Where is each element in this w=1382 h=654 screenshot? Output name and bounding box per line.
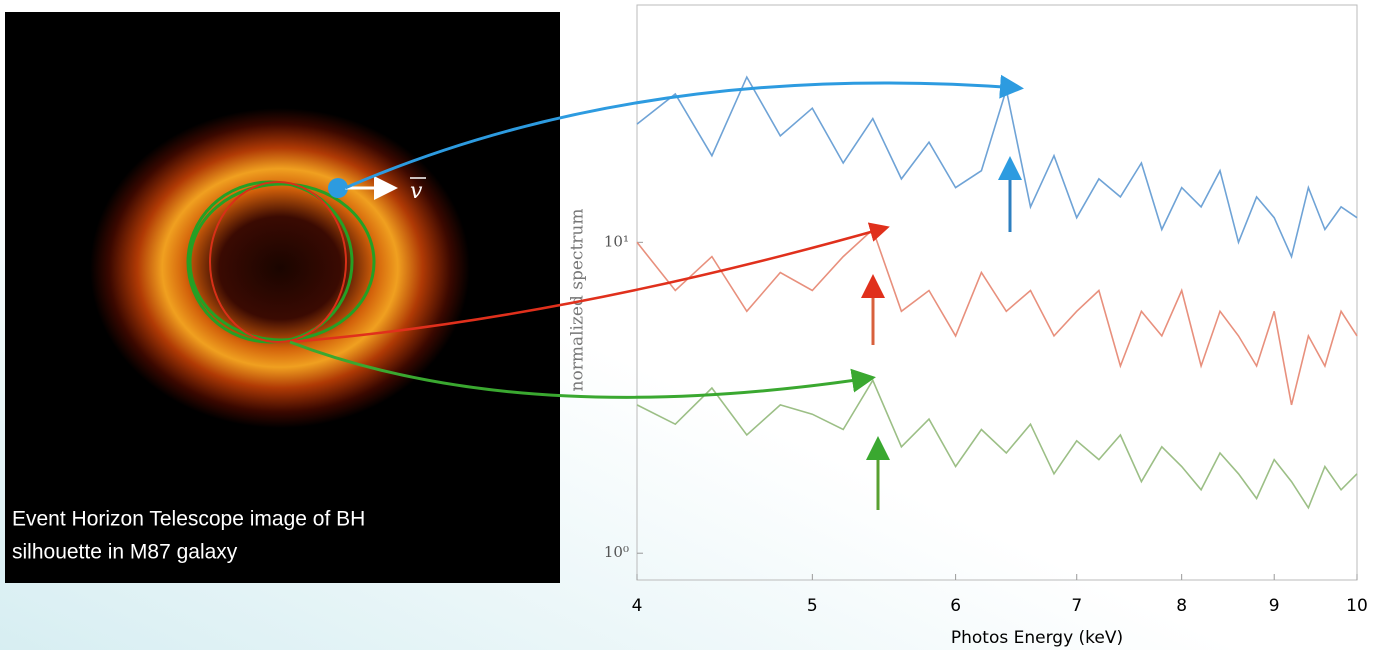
x-tick-label: 9 <box>1269 596 1280 616</box>
figure: v Event Horizon Telescope image of BH si… <box>0 0 1382 650</box>
x-tick-label: 10 <box>1346 596 1368 616</box>
caption: silhouette in M87 galaxy <box>12 541 238 564</box>
x-tick-label: 6 <box>950 596 961 616</box>
caption: Event Horizon Telescope image of BH <box>12 508 365 531</box>
x-axis-label: Photos Energy (keV) <box>951 628 1123 648</box>
x-tick-label: 8 <box>1176 596 1187 616</box>
y-tick-label: 10¹ <box>604 232 629 250</box>
x-tick-label: 4 <box>632 596 643 616</box>
x-tick-label: 5 <box>807 596 818 616</box>
y-tick-label: 10⁰ <box>604 543 629 561</box>
velocity-label: v <box>410 179 423 204</box>
x-tick-label: 7 <box>1071 596 1082 616</box>
page: v Event Horizon Telescope image of BH si… <box>0 0 1382 650</box>
bh-image: v Event Horizon Telescope image of BH si… <box>5 12 560 583</box>
